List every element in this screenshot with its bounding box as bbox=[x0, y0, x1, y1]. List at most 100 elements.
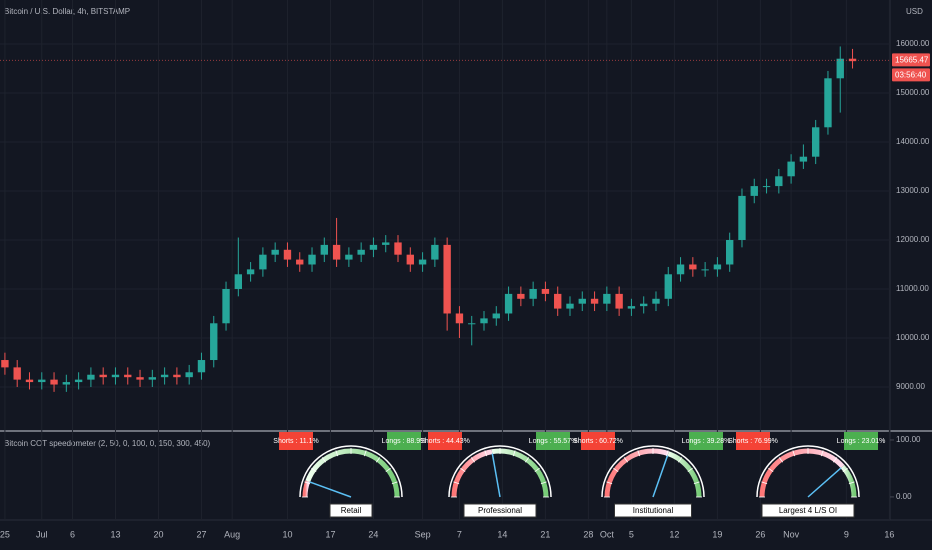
gauge-tick bbox=[470, 457, 476, 463]
candle-body bbox=[455, 313, 464, 324]
gauge-name-box bbox=[463, 503, 537, 518]
candle-body bbox=[197, 360, 206, 373]
candle-body bbox=[271, 249, 279, 255]
gauge-tick bbox=[761, 481, 768, 485]
symbol-title: Bitcoin / U.S. Dollar, 4h, BITSTAMP bbox=[4, 7, 130, 16]
gauge-rim bbox=[601, 445, 705, 498]
candle-body bbox=[590, 298, 599, 304]
gauge-tick bbox=[460, 467, 466, 473]
candle-body bbox=[332, 244, 341, 260]
gauge-tick bbox=[820, 450, 824, 457]
gauge-tick bbox=[335, 450, 339, 457]
x-tick-label: 19 bbox=[712, 529, 722, 539]
shorts-box bbox=[279, 432, 313, 450]
y-tick-label: 0.00 bbox=[896, 492, 912, 501]
candle-body bbox=[296, 259, 304, 265]
gauge-name-box bbox=[614, 503, 692, 518]
gauge-tick bbox=[524, 457, 530, 463]
x-tick-label: 25 bbox=[0, 529, 10, 539]
gauge-tick bbox=[623, 457, 629, 463]
longs-box bbox=[536, 432, 570, 450]
candle-body bbox=[480, 318, 488, 324]
candle-body bbox=[38, 379, 46, 383]
countdown-label: 03:56:40 bbox=[895, 70, 927, 79]
gauge-tick bbox=[665, 450, 669, 457]
x-tick-label: 21 bbox=[540, 529, 550, 539]
x-tick-label: Aug bbox=[224, 529, 240, 539]
x-tick-label: 14 bbox=[497, 529, 507, 539]
shorts-label: Shorts : 11.1% bbox=[273, 438, 318, 445]
candle-body bbox=[382, 242, 390, 245]
x-tick-label: 6 bbox=[70, 529, 75, 539]
gauge-tick bbox=[484, 450, 488, 457]
x-tick-label: 12 bbox=[669, 529, 679, 539]
candle-body bbox=[554, 293, 562, 309]
candle-body bbox=[713, 264, 722, 270]
candle-body bbox=[25, 379, 34, 383]
candle-body bbox=[468, 323, 476, 325]
gauge-tick bbox=[375, 457, 381, 463]
candle-body bbox=[210, 323, 218, 361]
y-tick-label: 9000.00 bbox=[896, 382, 925, 391]
candle-body bbox=[320, 244, 328, 255]
candle-body bbox=[345, 254, 353, 260]
y-tick-label: 13000.00 bbox=[896, 186, 930, 195]
gauge-rim bbox=[756, 445, 860, 498]
candle-body bbox=[62, 382, 71, 385]
candle-body bbox=[578, 298, 586, 304]
x-tick-label: 20 bbox=[153, 529, 163, 539]
candle-body bbox=[50, 379, 58, 385]
longs-arc bbox=[840, 464, 857, 498]
gauge-tick bbox=[842, 467, 848, 473]
candle-body bbox=[160, 374, 169, 378]
longs-arc bbox=[305, 448, 400, 498]
candle-body bbox=[775, 176, 783, 187]
candle-body bbox=[640, 303, 648, 307]
candle-body bbox=[136, 377, 144, 380]
gauge-tick bbox=[768, 467, 774, 473]
longs-arc bbox=[667, 451, 702, 498]
candle-body bbox=[173, 374, 181, 378]
candle-body bbox=[492, 313, 500, 319]
candle-body bbox=[762, 186, 771, 188]
candle-body bbox=[824, 78, 832, 128]
y-tick-label: 100.00 bbox=[896, 435, 921, 444]
candle-body bbox=[689, 264, 697, 270]
shorts-arc bbox=[604, 448, 670, 498]
candle-body bbox=[541, 288, 550, 294]
longs-box bbox=[387, 432, 421, 450]
last-price-box bbox=[892, 53, 930, 67]
gauge-needle bbox=[491, 453, 501, 498]
shorts-label: Shorts : 76.99% bbox=[728, 438, 778, 445]
x-tick-label: Nov bbox=[783, 529, 800, 539]
candle-body bbox=[799, 156, 808, 162]
gauge-name-box bbox=[329, 503, 373, 518]
gauge-tick bbox=[512, 450, 516, 457]
candle-body bbox=[99, 374, 107, 378]
gauge-tick bbox=[848, 481, 855, 485]
x-tick-label: 27 bbox=[196, 529, 206, 539]
gauge-needle bbox=[652, 455, 669, 498]
gauge-name: Retail bbox=[341, 506, 362, 515]
candle-body bbox=[234, 274, 243, 289]
longs-box bbox=[689, 432, 723, 450]
candle-body bbox=[603, 293, 611, 304]
candle-body bbox=[394, 242, 402, 255]
candle-body bbox=[811, 127, 820, 157]
gauge-tick bbox=[453, 481, 460, 485]
gauge-rim bbox=[299, 445, 403, 498]
longs-box bbox=[844, 432, 878, 450]
gauge-tick bbox=[385, 467, 391, 473]
x-tick-label: 9 bbox=[844, 529, 849, 539]
gauge-tick bbox=[391, 481, 398, 485]
candle-body bbox=[406, 254, 414, 265]
candle-body bbox=[13, 367, 21, 380]
gauge-tick bbox=[311, 467, 317, 473]
candle-body bbox=[750, 186, 758, 196]
gauge-tick bbox=[540, 481, 547, 485]
x-tick-label: 13 bbox=[110, 529, 120, 539]
longs-label: Longs : 88.9% bbox=[382, 438, 427, 445]
gauge-tick bbox=[792, 450, 796, 457]
candle-body bbox=[726, 239, 734, 265]
gauge-rim bbox=[448, 445, 552, 498]
